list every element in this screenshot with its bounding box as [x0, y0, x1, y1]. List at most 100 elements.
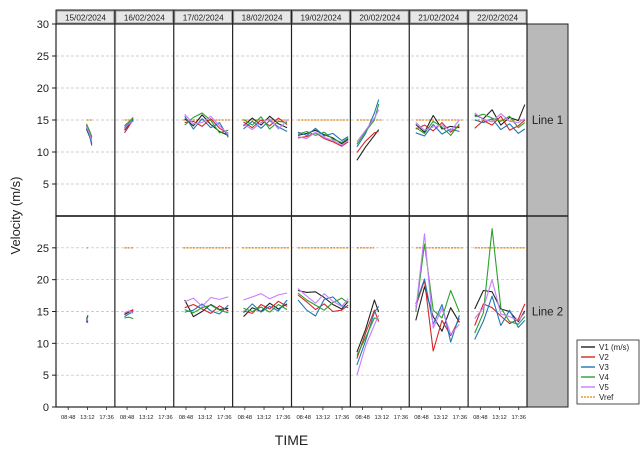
series-line-3	[184, 303, 229, 315]
series-line-5	[184, 113, 229, 135]
y-tick-label: 30	[37, 19, 49, 31]
series-line-4	[297, 130, 349, 143]
date-cell	[234, 11, 290, 23]
date-label: 18/02/2024	[242, 14, 283, 23]
date-cell	[351, 11, 408, 23]
legend-label: V3	[599, 363, 609, 372]
y-tick-label: 10	[37, 338, 49, 350]
series-line-4	[184, 112, 229, 134]
y-tick-label: 20	[37, 275, 49, 287]
series-line-4	[297, 292, 349, 311]
x-tick-label: 17:36	[158, 415, 173, 421]
y-tick-label: 15	[37, 307, 49, 319]
series-line-5	[184, 296, 229, 307]
series-line-4	[124, 316, 134, 320]
series-line-4	[356, 317, 379, 356]
series-line-5	[415, 233, 460, 335]
series-line-3	[297, 296, 349, 317]
series-line-5	[243, 292, 288, 301]
x-tick-label: 13:12	[492, 415, 507, 421]
series-line-5	[474, 279, 526, 321]
x-tick-label: 17:36	[394, 415, 409, 421]
x-tick-label: 13:12	[80, 415, 95, 421]
legend-label: V1 (m/s)	[599, 343, 630, 352]
y-axis-title: Velocity (m/s)	[8, 176, 23, 254]
x-tick-label: 17:36	[99, 415, 114, 421]
y-tick-label: 20	[37, 83, 49, 95]
series-line-4	[243, 303, 288, 313]
date-cell	[469, 11, 526, 23]
series-line-2	[356, 130, 379, 153]
date-label: 20/02/2024	[359, 14, 400, 23]
y-tick-label: 15	[37, 115, 49, 127]
x-tick-label: 17:36	[453, 415, 468, 421]
series-line-2	[415, 122, 460, 133]
x-tick-label: 08:48	[238, 415, 253, 421]
x-tick-label: 17:36	[217, 415, 232, 421]
panel-label-line-1: Line 1	[532, 115, 563, 127]
date-label: 15/02/2024	[65, 14, 106, 23]
x-tick-label: 17:36	[335, 415, 350, 421]
series-line-5	[85, 126, 93, 142]
series-line-4	[415, 120, 460, 136]
panel-label-box	[528, 25, 567, 215]
series-line-1	[415, 114, 460, 133]
legend-box	[576, 339, 640, 405]
series-line-2	[297, 132, 349, 147]
series-line-2	[184, 303, 229, 314]
legend-label: V5	[599, 383, 609, 392]
series-line-2	[474, 303, 526, 326]
series-line-5	[297, 131, 349, 146]
x-tick-label: 08:48	[355, 415, 370, 421]
series-line-5	[124, 310, 134, 314]
date-label: 16/02/2024	[124, 14, 165, 23]
series-line-2	[474, 115, 526, 131]
x-tick-label: 08:48	[473, 415, 488, 421]
series-line-3	[356, 306, 380, 366]
x-tick-label: 13:12	[316, 415, 331, 421]
series-line-5	[85, 317, 89, 322]
series-line-1	[356, 299, 380, 353]
date-cell	[116, 11, 173, 23]
series-line-4	[124, 117, 134, 127]
y-tick-label: 5	[43, 179, 49, 191]
date-cell	[293, 11, 349, 23]
series-line-5	[243, 118, 288, 131]
y-tick-label: 0	[43, 402, 49, 414]
series-line-4	[85, 123, 93, 137]
series-line-4	[474, 228, 526, 334]
series-line-4	[356, 103, 380, 145]
x-axis-title: TIME	[275, 432, 308, 448]
series-line-1	[297, 129, 349, 145]
series-line-5	[356, 109, 380, 143]
series-line-1	[474, 289, 526, 323]
series-line-3	[184, 115, 229, 138]
date-label: 22/02/2024	[477, 14, 518, 23]
series-line-4	[243, 116, 288, 130]
series-line-5	[356, 315, 380, 376]
y-tick-label: 25	[37, 51, 49, 63]
series-line-3	[474, 118, 526, 134]
series-line-4	[415, 243, 460, 319]
series-line-5	[474, 112, 526, 124]
series-line-5	[415, 119, 460, 132]
date-label: 19/02/2024	[300, 14, 341, 23]
y-tick-label: 5	[43, 370, 49, 382]
series-line-2	[243, 300, 288, 314]
legend-label: V2	[599, 353, 609, 362]
series-line-3	[474, 295, 526, 340]
x-tick-label: 13:12	[257, 415, 272, 421]
series-line-5	[124, 120, 134, 130]
date-cell	[175, 11, 232, 23]
x-tick-label: 08:48	[120, 415, 135, 421]
legend-label: V4	[599, 373, 609, 382]
series-line-2	[297, 294, 349, 313]
series-line-1	[297, 289, 349, 310]
date-label: 21/02/2024	[418, 14, 459, 23]
series-line-3	[297, 127, 349, 142]
series-line-4	[184, 304, 229, 314]
date-label: 17/02/2024	[183, 14, 224, 23]
legend-label: Vref	[599, 393, 614, 402]
